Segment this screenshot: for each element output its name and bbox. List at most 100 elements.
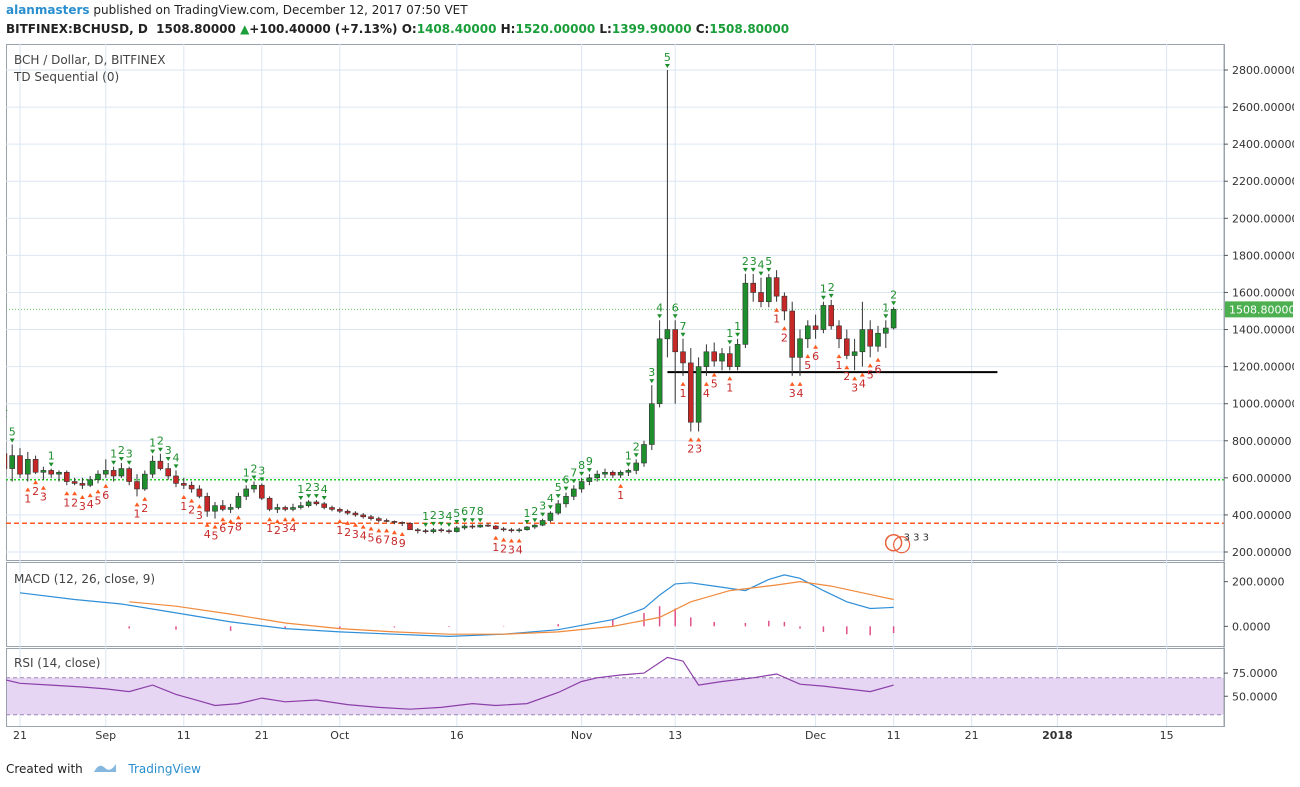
price-tick-label: 2600.00000 bbox=[1232, 101, 1294, 114]
price-tick-label: 2200.00000 bbox=[1232, 175, 1294, 188]
candle-body bbox=[641, 444, 647, 464]
time-tick-label: 2018 bbox=[1042, 729, 1073, 742]
td-buy-arrow-icon bbox=[360, 524, 366, 529]
price-tick-label: 600.00000 bbox=[1232, 472, 1292, 485]
td-count-below: 4 bbox=[87, 498, 94, 511]
td-count-below: 6 bbox=[812, 350, 819, 363]
author-link[interactable]: alanmasters bbox=[6, 3, 90, 17]
candle-body bbox=[765, 277, 772, 303]
rsi-line bbox=[6, 656, 894, 710]
td-count-above: 9 bbox=[586, 455, 593, 468]
td-sell-arrow-icon bbox=[625, 462, 631, 467]
td-sell-arrow-icon bbox=[423, 522, 429, 527]
price-tick-label: 1400.00000 bbox=[1232, 324, 1294, 337]
candle-body bbox=[134, 481, 140, 490]
td-count-above: 6 bbox=[461, 505, 468, 518]
td-buy-arrow-icon bbox=[134, 502, 140, 507]
candle-body bbox=[32, 459, 39, 473]
td-count-above: 6 bbox=[672, 301, 679, 314]
td-count-below: 2 bbox=[843, 370, 850, 383]
candle-body bbox=[360, 514, 367, 518]
candle-body bbox=[438, 529, 445, 532]
macd-tick-label: 200.0000 bbox=[1232, 576, 1285, 589]
low-label: L: bbox=[599, 22, 612, 36]
td-buy-arrow-icon bbox=[142, 496, 148, 501]
td-count-below: 1 bbox=[836, 359, 843, 372]
candle-body bbox=[539, 520, 546, 526]
candle-body bbox=[531, 524, 538, 528]
td-sell-arrow-icon bbox=[165, 457, 171, 462]
price-tick-label: 2800.00000 bbox=[1232, 64, 1294, 77]
td-buy-arrow-icon bbox=[40, 485, 46, 490]
tradingview-brand-link[interactable]: TradingView bbox=[128, 762, 201, 776]
td-count-below: 2 bbox=[344, 526, 351, 539]
td-count-above: 1 bbox=[882, 301, 889, 314]
candle-body bbox=[305, 501, 312, 506]
candle-body bbox=[321, 503, 328, 508]
td-buy-arrow-icon bbox=[774, 307, 780, 312]
td-sell-arrow-icon bbox=[251, 475, 257, 480]
time-tick-label: Dec bbox=[805, 729, 826, 742]
symbol-line: BITFINEX:BCHUSD, D bbox=[6, 22, 148, 36]
td-count-above: 1 bbox=[110, 448, 117, 461]
td-count-below: 3 bbox=[79, 500, 86, 513]
td-buy-arrow-icon bbox=[72, 491, 78, 496]
candle-body bbox=[742, 282, 749, 345]
td-count-above: 4 bbox=[446, 510, 453, 523]
candle-body bbox=[204, 496, 210, 512]
indicator-title: TD Sequential (0) bbox=[13, 70, 119, 84]
close-value: 1508.80000 bbox=[709, 22, 790, 36]
td-count-above: 1 bbox=[297, 483, 304, 496]
candle-body bbox=[828, 305, 835, 327]
event-badge-label: 3 3 3 bbox=[904, 533, 929, 544]
td-count-below: 4 bbox=[859, 378, 866, 391]
chart-header: alanmasters published on TradingView.com… bbox=[0, 0, 1300, 44]
price-tick-label: 1200.00000 bbox=[1232, 361, 1294, 374]
td-count-below: 2 bbox=[141, 502, 148, 515]
td-sell-arrow-icon bbox=[820, 295, 826, 300]
tradingview-logo-icon[interactable] bbox=[93, 762, 117, 777]
td-buy-arrow-icon bbox=[204, 522, 210, 527]
td-count-above: 7 bbox=[469, 505, 476, 518]
candle-body bbox=[664, 329, 671, 340]
td-count-above: 4 bbox=[758, 259, 765, 272]
candle-body bbox=[220, 505, 226, 510]
candle-body bbox=[446, 530, 452, 532]
td-sell-arrow-icon bbox=[477, 518, 483, 523]
candle-body bbox=[399, 522, 406, 524]
td-sell-arrow-icon bbox=[680, 332, 686, 337]
candle-body bbox=[368, 516, 374, 519]
td-count-below: 6 bbox=[102, 489, 109, 502]
td-sell-arrow-icon bbox=[126, 460, 132, 465]
last-price-badge bbox=[1225, 301, 1293, 318]
td-buy-arrow-icon bbox=[501, 537, 507, 542]
td-buy-arrow-icon bbox=[867, 363, 873, 368]
footer: Created with TradingView bbox=[6, 762, 201, 777]
candle-body bbox=[875, 332, 881, 347]
td-count-above: 5 bbox=[453, 507, 460, 520]
candle-body bbox=[79, 483, 86, 486]
candle-body bbox=[56, 471, 62, 475]
td-count-above: 1 bbox=[149, 437, 156, 450]
td-sell-arrow-icon bbox=[735, 332, 741, 337]
low-value: 1399.90000 bbox=[611, 22, 692, 36]
td-buy-arrow-icon bbox=[181, 494, 187, 499]
event-flag-icon bbox=[892, 536, 911, 554]
candle-body bbox=[453, 527, 460, 532]
candle-body bbox=[602, 471, 608, 475]
chart-canvas[interactable]: 3451231123456123121234123456781231234123… bbox=[6, 44, 1294, 756]
td-buy-arrow-icon bbox=[711, 372, 717, 377]
td-sell-arrow-icon bbox=[586, 468, 592, 473]
pane-border bbox=[6, 562, 1225, 647]
td-count-above: 3 bbox=[648, 366, 655, 379]
td-count-below: 3 bbox=[282, 522, 289, 535]
candle-body bbox=[695, 366, 702, 423]
up-arrow-icon: ▲ bbox=[240, 22, 250, 36]
td-count-below: 1 bbox=[24, 493, 31, 506]
price-tick-label: 200.00000 bbox=[1232, 546, 1292, 559]
td-buy-arrow-icon bbox=[618, 483, 624, 488]
td-buy-arrow-icon bbox=[64, 491, 70, 496]
td-sell-arrow-icon bbox=[579, 471, 585, 476]
td-buy-arrow-icon bbox=[680, 381, 686, 386]
td-buy-arrow-icon bbox=[267, 517, 273, 522]
